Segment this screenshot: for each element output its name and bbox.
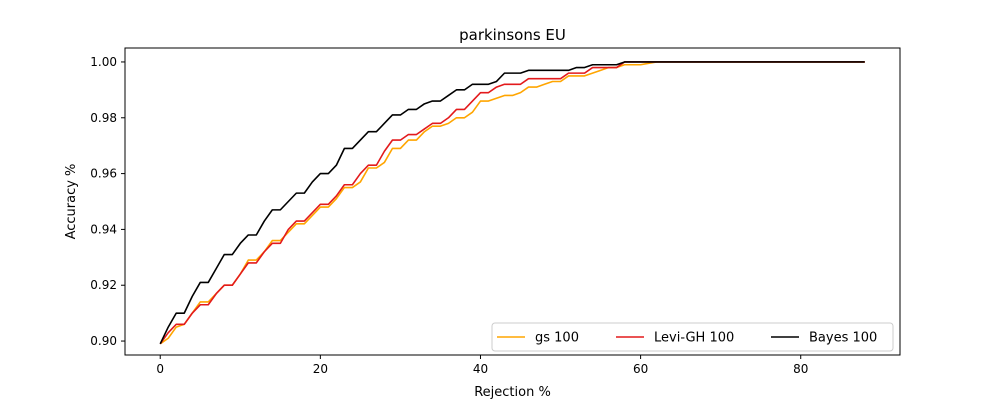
series-line-gs-100 [159, 61, 865, 345]
legend-label-gs-100: gs 100 [535, 331, 579, 346]
legend-frame [491, 322, 894, 352]
x-tick-label: 20 [313, 362, 328, 376]
y-tick-label: 0.94 [90, 222, 117, 236]
chart-title: parkinsons EU [459, 26, 566, 44]
series-line-levi-gh-100 [159, 61, 865, 345]
x-tick-label: 60 [633, 362, 648, 376]
y-tick-label: 1.00 [90, 55, 117, 69]
series-lines [159, 61, 865, 345]
legend-label-levi-gh-100: Levi-GH 100 [654, 331, 734, 346]
x-axis: 0 20 40 60 80 [156, 355, 808, 376]
legend: gs 100 Levi-GH 100 Bayes 100 [491, 322, 894, 352]
x-axis-title: Rejection % [474, 385, 551, 400]
legend-label-bayes-100: Bayes 100 [809, 331, 877, 346]
y-tick-label: 0.90 [90, 334, 117, 348]
y-axis-title: Accuracy % [64, 164, 79, 240]
y-axis: 0.90 0.92 0.94 0.96 0.98 1.00 [90, 55, 125, 348]
y-tick-label: 0.96 [90, 167, 117, 181]
plot-frame [124, 47, 901, 356]
x-tick-label: 40 [473, 362, 488, 376]
x-tick-label: 0 [156, 362, 164, 376]
x-tick-label: 80 [793, 362, 808, 376]
y-tick-label: 0.98 [90, 111, 117, 125]
series-line-bayes-100 [159, 61, 865, 345]
y-tick-label: 0.92 [90, 278, 117, 292]
